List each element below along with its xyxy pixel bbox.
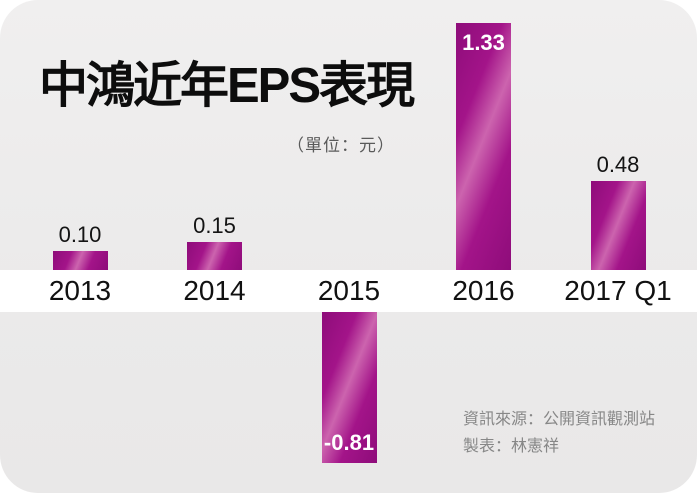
category-label-2017-q1: 2017 Q1 xyxy=(564,275,672,306)
value-label-2017-q1: 0.48 xyxy=(596,151,640,177)
bar-2014 xyxy=(187,242,242,270)
source-note: 資訊來源：公開資訊觀測站 製表：林憲祥 xyxy=(463,406,655,460)
value-label-2016: 1.33 xyxy=(462,29,505,55)
chart-title: 中鴻近年EPS表現 xyxy=(39,59,415,113)
bar-2013 xyxy=(52,251,108,270)
category-label-2014: 2014 xyxy=(183,275,246,306)
value-label-2015: -0.81 xyxy=(323,429,375,455)
bar-2017-q1 xyxy=(590,180,646,270)
source-line: 資訊來源：公開資訊觀測站 xyxy=(463,411,656,428)
bar-2015 xyxy=(321,312,377,463)
bar-2016 xyxy=(456,22,511,270)
chart-unit-label: （單位：元） xyxy=(287,136,395,155)
category-label-2013: 2013 xyxy=(48,275,112,306)
category-label-2015: 2015 xyxy=(317,275,381,306)
zero-axis-band xyxy=(0,270,697,312)
value-label-2014: 0.15 xyxy=(193,213,236,239)
category-label-2016: 2016 xyxy=(452,275,515,306)
credit-line: 製表：林憲祥 xyxy=(463,438,560,455)
value-label-2013: 0.10 xyxy=(58,222,102,248)
